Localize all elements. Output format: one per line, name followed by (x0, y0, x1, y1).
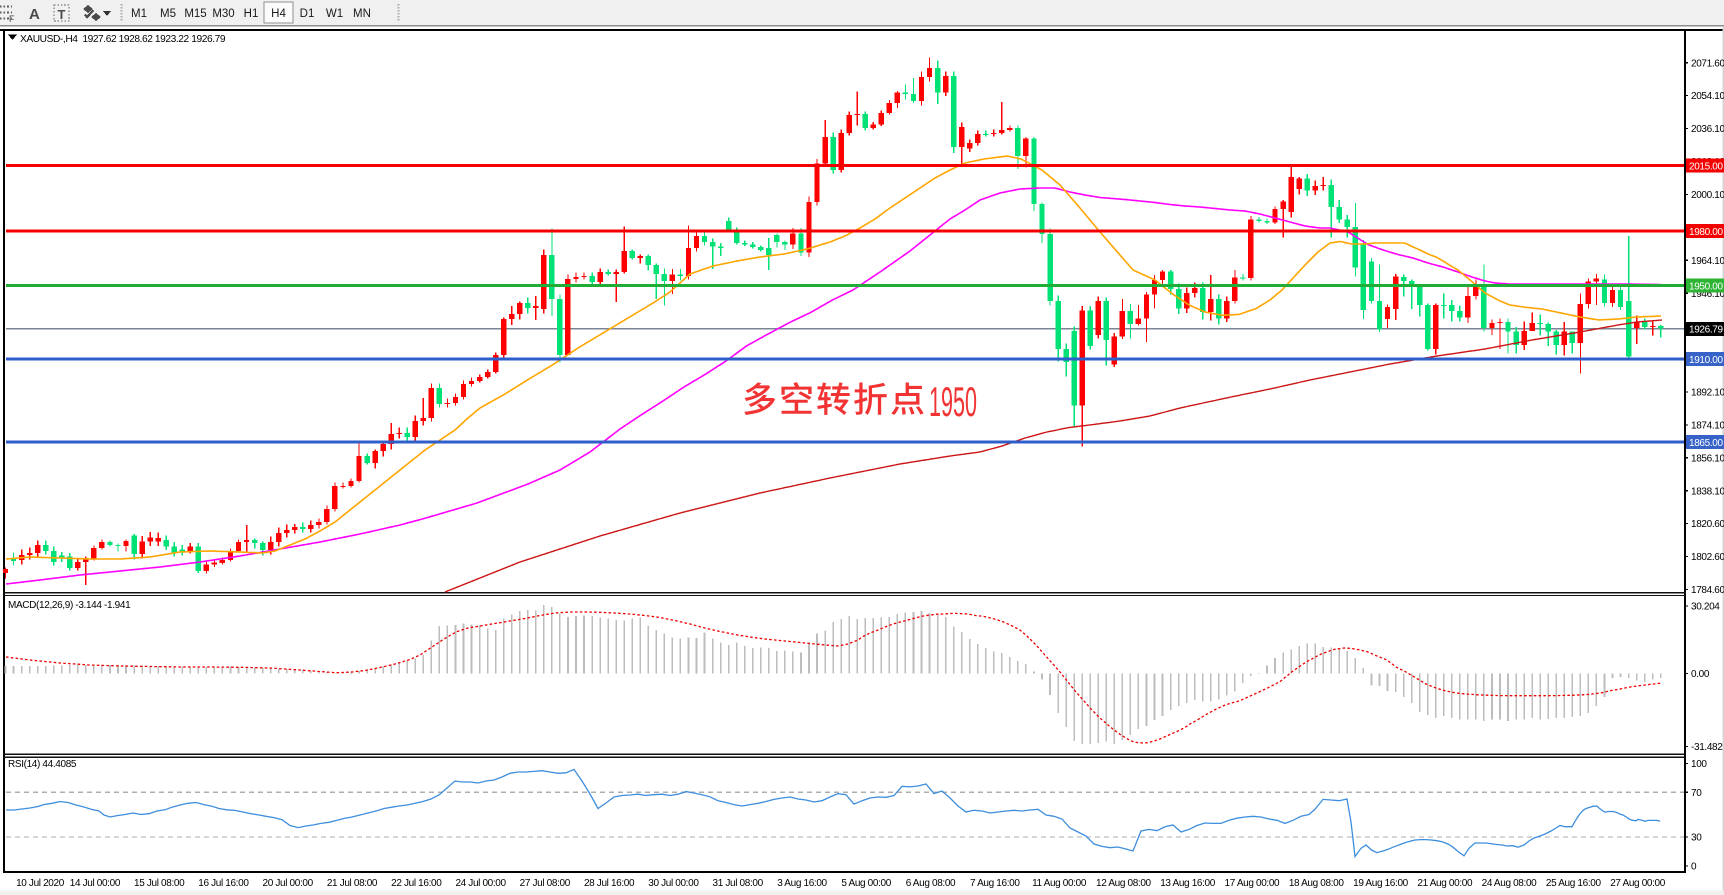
svg-text:RSI(14) 44.4085: RSI(14) 44.4085 (8, 759, 77, 770)
svg-text:12 Aug 08:00: 12 Aug 08:00 (1096, 878, 1152, 889)
svg-text:11 Aug 00:00: 11 Aug 00:00 (1032, 878, 1087, 889)
svg-text:1838.10: 1838.10 (1691, 486, 1724, 497)
svg-text:13 Aug 16:00: 13 Aug 16:00 (1160, 878, 1216, 889)
svg-text:M1: M1 (131, 8, 147, 20)
svg-text:MACD(12,26,9) -3.144 -1.941: MACD(12,26,9) -3.144 -1.941 (8, 600, 131, 611)
svg-text:1802.60: 1802.60 (1691, 552, 1724, 563)
svg-text:2000.10: 2000.10 (1691, 190, 1724, 201)
svg-text:30: 30 (1691, 833, 1702, 844)
svg-text:1856.10: 1856.10 (1691, 453, 1724, 464)
svg-text:31 Jul 08:00: 31 Jul 08:00 (713, 878, 764, 889)
svg-text:6 Aug 08:00: 6 Aug 08:00 (906, 878, 956, 889)
svg-text:T: T (58, 7, 66, 22)
svg-text:2015.00: 2015.00 (1689, 161, 1723, 172)
svg-text:2071.60: 2071.60 (1691, 58, 1724, 69)
svg-text:H4: H4 (271, 8, 286, 20)
svg-text:F: F (9, 14, 15, 24)
svg-text:19 Aug 16:00: 19 Aug 16:00 (1353, 878, 1409, 889)
svg-text:-31.482: -31.482 (1691, 742, 1723, 753)
svg-text:W1: W1 (326, 8, 343, 20)
svg-text:24 Jul 00:00: 24 Jul 00:00 (455, 878, 506, 889)
svg-text:21 Jul 08:00: 21 Jul 08:00 (327, 878, 378, 889)
svg-text:18 Aug 08:00: 18 Aug 08:00 (1289, 878, 1345, 889)
svg-text:H1: H1 (244, 8, 259, 20)
svg-text:22 Jul 16:00: 22 Jul 16:00 (391, 878, 442, 889)
svg-text:1980.00: 1980.00 (1689, 227, 1723, 238)
svg-text:24 Aug 08:00: 24 Aug 08:00 (1482, 878, 1538, 889)
svg-text:21 Aug 00:00: 21 Aug 00:00 (1417, 878, 1473, 889)
svg-text:1892.10: 1892.10 (1691, 388, 1724, 399)
svg-text:1950: 1950 (929, 378, 977, 425)
svg-text:MN: MN (353, 8, 371, 20)
svg-text:28 Jul 16:00: 28 Jul 16:00 (584, 878, 635, 889)
svg-text:5 Aug 00:00: 5 Aug 00:00 (841, 878, 891, 889)
svg-text:70: 70 (1691, 788, 1702, 799)
svg-text:17 Aug 00:00: 17 Aug 00:00 (1225, 878, 1281, 889)
svg-text:0: 0 (1691, 862, 1697, 873)
svg-text:M5: M5 (160, 8, 176, 20)
svg-text:14 Jul 00:00: 14 Jul 00:00 (70, 878, 121, 889)
svg-text:25 Aug 16:00: 25 Aug 16:00 (1546, 878, 1602, 889)
svg-text:1946.10: 1946.10 (1691, 289, 1724, 300)
svg-text:3 Aug 16:00: 3 Aug 16:00 (777, 878, 827, 889)
svg-text:30.204: 30.204 (1691, 602, 1720, 613)
svg-text:1910.00: 1910.00 (1689, 355, 1723, 366)
svg-text:D1: D1 (300, 8, 315, 20)
svg-text:1820.60: 1820.60 (1691, 519, 1724, 530)
svg-text:16 Jul 16:00: 16 Jul 16:00 (198, 878, 249, 889)
svg-text:1865.00: 1865.00 (1689, 438, 1723, 449)
svg-text:M30: M30 (212, 8, 234, 20)
svg-text:1874.10: 1874.10 (1691, 421, 1724, 432)
svg-text:10 Jul 2020: 10 Jul 2020 (16, 878, 65, 889)
svg-text:7 Aug 16:00: 7 Aug 16:00 (970, 878, 1020, 889)
svg-text:27 Jul 08:00: 27 Jul 08:00 (520, 878, 571, 889)
svg-text:100: 100 (1691, 759, 1707, 770)
svg-text:2036.10: 2036.10 (1691, 124, 1724, 135)
svg-text:0.00: 0.00 (1691, 669, 1710, 680)
svg-text:M15: M15 (184, 8, 206, 20)
svg-text:1784.60: 1784.60 (1691, 585, 1724, 596)
svg-text:XAUUSD-,H4 1927.62 1928.62 19: XAUUSD-,H4 1927.62 1928.62 1923.22 1926.… (20, 34, 226, 45)
svg-text:1950.00: 1950.00 (1689, 282, 1723, 293)
svg-text:20 Jul 00:00: 20 Jul 00:00 (263, 878, 314, 889)
svg-text:1926.79: 1926.79 (1689, 325, 1723, 336)
svg-text:1964.10: 1964.10 (1691, 256, 1724, 267)
svg-text:15 Jul 08:00: 15 Jul 08:00 (134, 878, 185, 889)
svg-text:2054.10: 2054.10 (1691, 91, 1724, 102)
svg-text:30 Jul 00:00: 30 Jul 00:00 (648, 878, 699, 889)
svg-text:27 Aug 00:00: 27 Aug 00:00 (1610, 878, 1666, 889)
svg-text:A: A (29, 6, 40, 23)
